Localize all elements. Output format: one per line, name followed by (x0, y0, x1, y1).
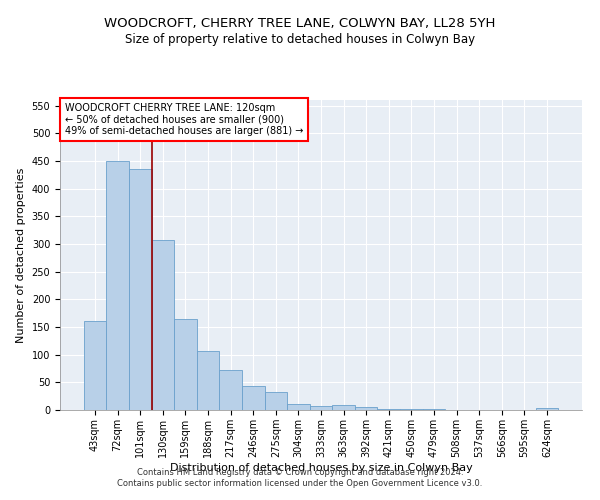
Y-axis label: Number of detached properties: Number of detached properties (16, 168, 26, 342)
X-axis label: Distribution of detached houses by size in Colwyn Bay: Distribution of detached houses by size … (170, 462, 472, 472)
Text: Contains HM Land Registry data © Crown copyright and database right 2024.
Contai: Contains HM Land Registry data © Crown c… (118, 468, 482, 487)
Bar (197, 352, 220, 410)
Bar (84, 322, 106, 410)
Bar (536, 408, 558, 410)
Bar (377, 409, 400, 410)
Bar (355, 407, 377, 410)
Bar (332, 405, 355, 410)
Bar (220, 370, 242, 410)
Text: WOODCROFT, CHERRY TREE LANE, COLWYN BAY, LL28 5YH: WOODCROFT, CHERRY TREE LANE, COLWYN BAY,… (104, 18, 496, 30)
Text: WOODCROFT CHERRY TREE LANE: 120sqm
← 50% of detached houses are smaller (900)
49: WOODCROFT CHERRY TREE LANE: 120sqm ← 50%… (65, 103, 304, 136)
Text: Size of property relative to detached houses in Colwyn Bay: Size of property relative to detached ho… (125, 32, 475, 46)
Bar (129, 169, 152, 410)
Bar (265, 392, 287, 410)
Bar (310, 406, 332, 410)
Bar (242, 386, 265, 410)
Bar (287, 404, 310, 410)
Bar (174, 318, 197, 410)
Bar (152, 240, 174, 410)
Bar (106, 161, 129, 410)
